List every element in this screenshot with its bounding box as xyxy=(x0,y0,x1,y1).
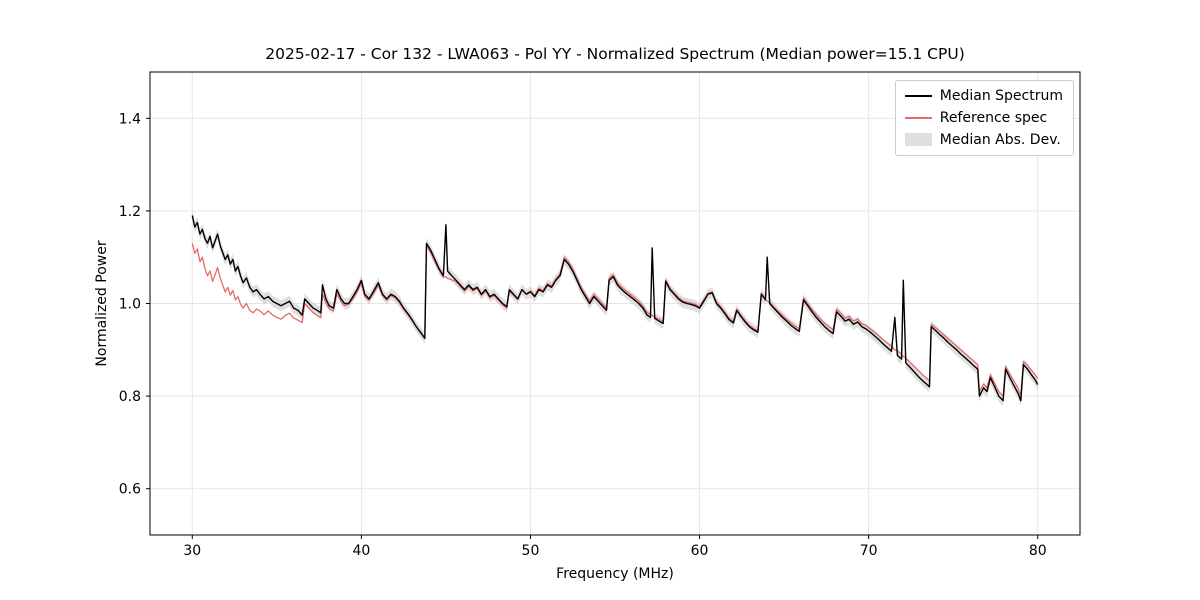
legend-item: Reference spec xyxy=(904,109,1063,127)
x-tick-label: 30 xyxy=(183,543,201,559)
y-axis-label: Normalized Power xyxy=(94,240,110,366)
y-tick-label: 0.8 xyxy=(119,389,141,405)
series-lines xyxy=(191,215,1039,402)
median-abs-dev-band xyxy=(192,210,1038,407)
legend-item: Median Abs. Dev. xyxy=(904,131,1063,149)
x-axis-label: Frequency (MHz) xyxy=(556,566,674,582)
legend-line-sample xyxy=(904,117,932,120)
chart-title: 2025-02-17 - Cor 132 - LWA063 - Pol YY -… xyxy=(265,45,965,63)
legend-label: Median Abs. Dev. xyxy=(939,131,1061,148)
x-tick-label: 40 xyxy=(352,543,370,559)
legend: Median Spectrum Reference spec Median Abs.… xyxy=(894,80,1074,157)
y-axis-ticks: 0.6 0.8 1.0 1.2 1.4 xyxy=(119,111,150,498)
x-tick-label: 50 xyxy=(522,543,540,559)
x-tick-label: 60 xyxy=(691,543,709,559)
y-tick-label: 1.2 xyxy=(119,204,141,220)
legend-line-sample xyxy=(904,95,932,98)
y-tick-label: 0.6 xyxy=(119,482,141,498)
legend-label: Reference spec xyxy=(939,109,1048,126)
legend-item: Median Spectrum xyxy=(904,88,1063,105)
x-tick-label: 80 xyxy=(1029,543,1047,559)
x-tick-label: 70 xyxy=(860,543,878,559)
legend-label: Median Spectrum xyxy=(939,88,1063,104)
median-spectrum-line xyxy=(191,215,1039,402)
median-abs-dev-polygon xyxy=(192,210,1038,407)
y-tick-label: 1.4 xyxy=(119,111,141,127)
x-axis-ticks: 30 40 50 60 70 80 xyxy=(183,535,1047,559)
y-tick-label: 1.0 xyxy=(119,297,141,313)
legend-patch-sample xyxy=(904,133,932,147)
